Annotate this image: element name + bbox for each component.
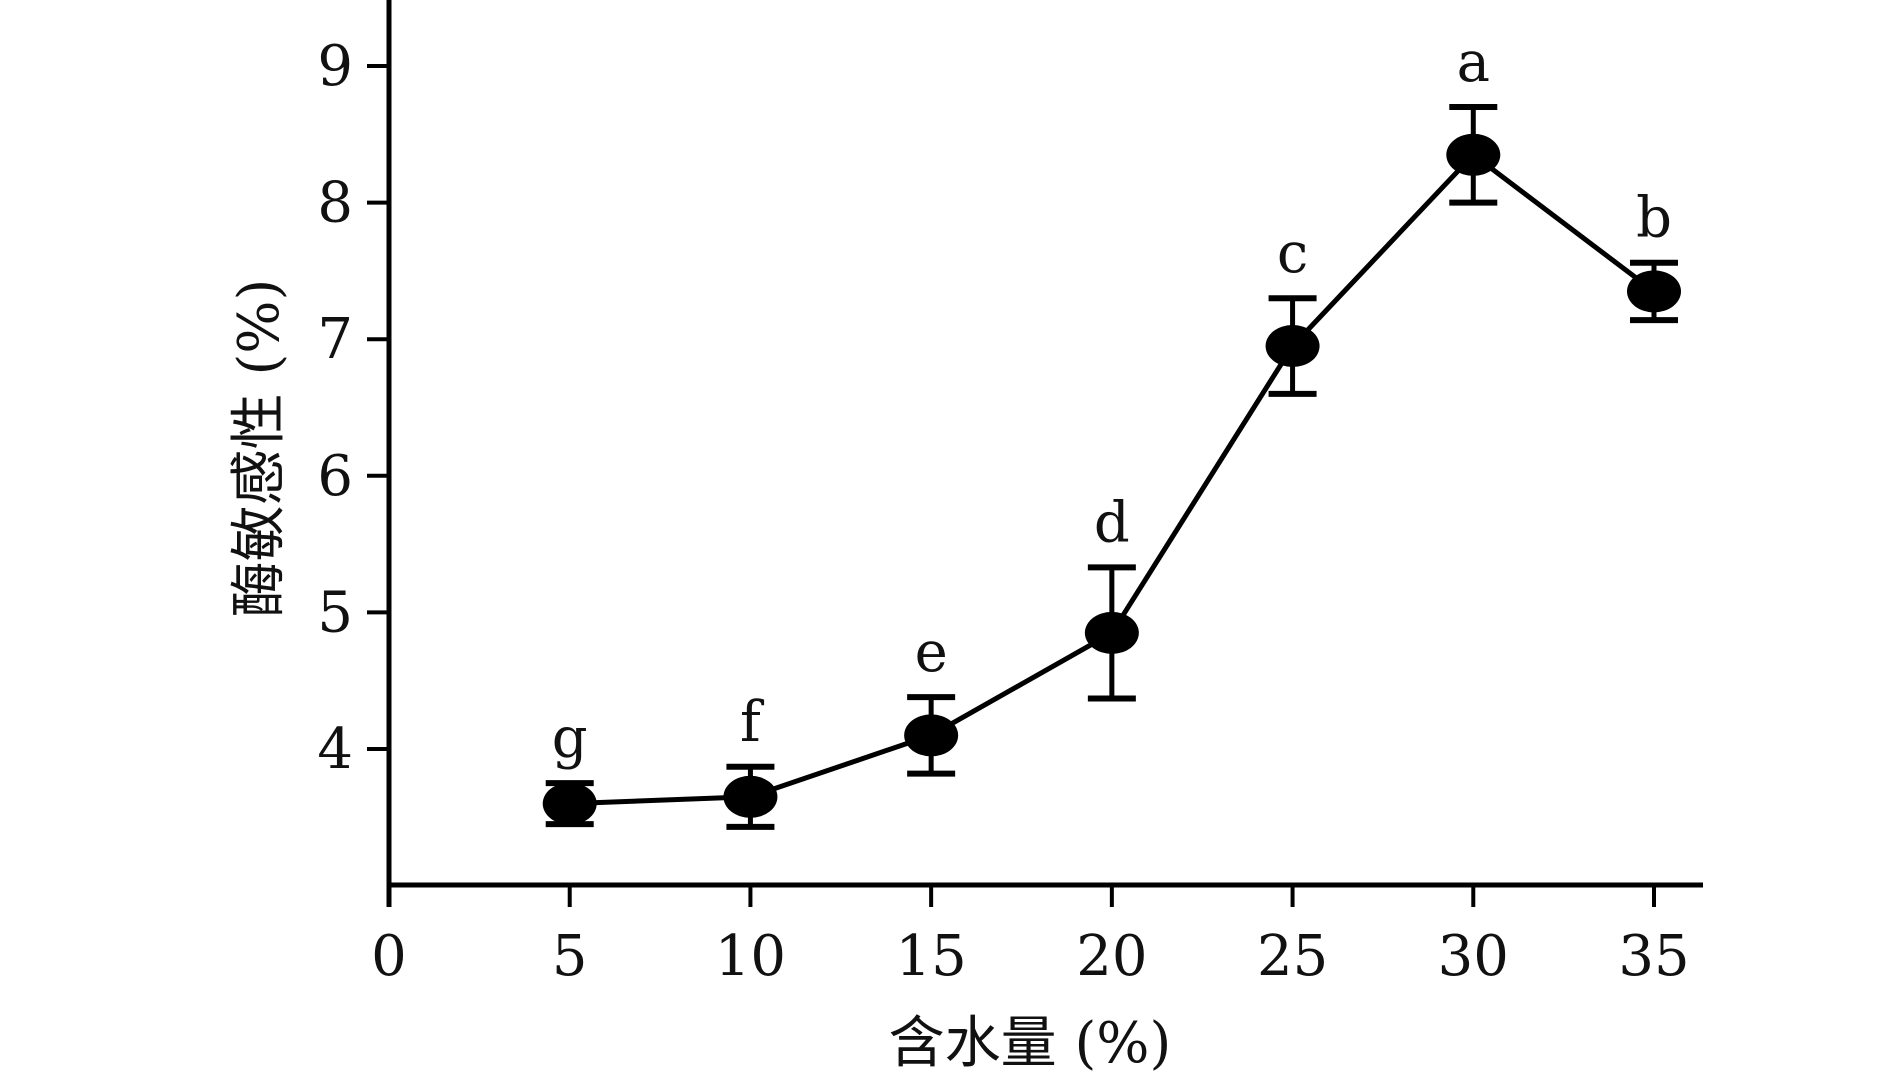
data-point	[1084, 611, 1139, 654]
y-axis-title: 酶敏感性 (%)	[227, 279, 292, 618]
significance-labels: g f e d c a b	[552, 30, 1672, 771]
series	[542, 103, 1681, 830]
x-tick-label: 25	[1257, 924, 1328, 989]
x-tick-label: 10	[715, 924, 786, 989]
x-tick-label: 5	[552, 924, 588, 989]
significance-label: e	[915, 620, 948, 685]
x-tick-label: 20	[1076, 924, 1147, 989]
data-point	[1627, 270, 1681, 313]
x-tick-label: 30	[1438, 924, 1509, 989]
y-tick-label: 5	[317, 580, 353, 645]
y-tick-label: 4	[317, 717, 353, 782]
significance-label: d	[1094, 490, 1130, 555]
y-tick-label: 6	[317, 444, 353, 509]
data-point	[904, 714, 959, 757]
x-axis-title: 含水量 (%)	[889, 1011, 1172, 1076]
y-tick-label: 9	[317, 34, 353, 99]
series-line	[569, 152, 1656, 807]
data-point	[723, 775, 778, 818]
x-tick-label: 35	[1618, 924, 1689, 989]
significance-label: c	[1277, 221, 1308, 286]
significance-label: g	[552, 706, 588, 771]
ticks: 0 5 10 15 20 25 30 35 4 5 6 7 8 9	[317, 34, 1689, 989]
data-point	[542, 782, 597, 825]
x-tick-label: 15	[896, 924, 967, 989]
x-tick-label: 0	[371, 924, 407, 989]
data-point	[1446, 133, 1501, 176]
significance-label: b	[1636, 186, 1672, 251]
axes	[386, 0, 1703, 907]
y-tick-label: 8	[317, 171, 353, 236]
significance-label: a	[1457, 30, 1490, 95]
significance-label: f	[740, 690, 765, 755]
y-tick-label: 7	[317, 307, 353, 372]
data-point	[1265, 325, 1320, 368]
